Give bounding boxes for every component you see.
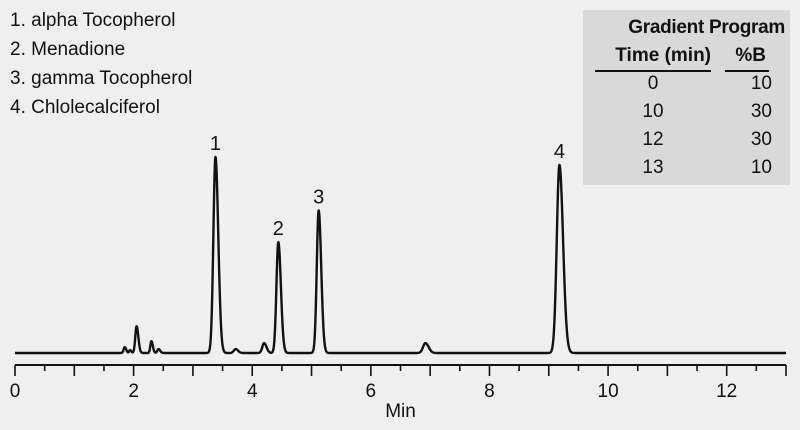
legend-item: 4. Chlolecalciferol — [10, 97, 160, 118]
table-row: 12 30 — [583, 129, 790, 157]
x-axis-tick-label: 8 — [484, 381, 495, 402]
legend-item: 2. Menadione — [10, 39, 126, 60]
table-cell-percent-b: 30 — [750, 129, 772, 150]
table-cell-percent-b: 10 — [750, 73, 772, 94]
chromatogram-trace — [14, 155, 787, 355]
table-cell-percent-b: 10 — [750, 157, 772, 178]
legend-item: 3. gamma Tocopherol — [10, 68, 193, 89]
x-axis-tick-label: 4 — [247, 381, 258, 402]
table-row: 10 30 — [583, 101, 790, 129]
table-row: 13 10 — [583, 157, 790, 185]
peak-label: 4 — [554, 141, 565, 163]
table-cell-percent-b: 30 — [750, 101, 772, 122]
table-cell-time: 10 — [642, 101, 664, 122]
gradient-program-table: Gradient Program Time (min) %B 0 10 10 3… — [583, 10, 790, 185]
gradient-program-title: Gradient Program — [628, 17, 785, 38]
table-cell-time: 12 — [642, 129, 664, 150]
x-axis-tick-label: 12 — [716, 381, 737, 402]
peak-label: 3 — [313, 186, 324, 208]
header-underline — [725, 70, 769, 72]
table-cell-time: 13 — [642, 157, 664, 178]
table-row: 0 10 — [583, 73, 790, 101]
x-axis-tick-label: 6 — [366, 381, 377, 402]
x-axis-tick-label: 2 — [128, 381, 139, 402]
header-underline — [595, 70, 711, 72]
x-axis-tick-label: 0 — [10, 381, 21, 402]
legend-item: 1. alpha Tocopherol — [10, 10, 176, 31]
column-header-time: Time (min) — [615, 45, 711, 66]
x-axis-label: Min — [385, 401, 416, 422]
x-axis-tick-label: 10 — [598, 381, 619, 402]
peak-legend: 1. alpha Tocopherol 2. Menadione 3. gamm… — [10, 6, 192, 122]
table-cell-time: 0 — [647, 73, 659, 94]
peak-label: 2 — [273, 218, 284, 240]
column-header-percent-b: %B — [735, 45, 766, 66]
peak-label: 1 — [210, 133, 221, 155]
